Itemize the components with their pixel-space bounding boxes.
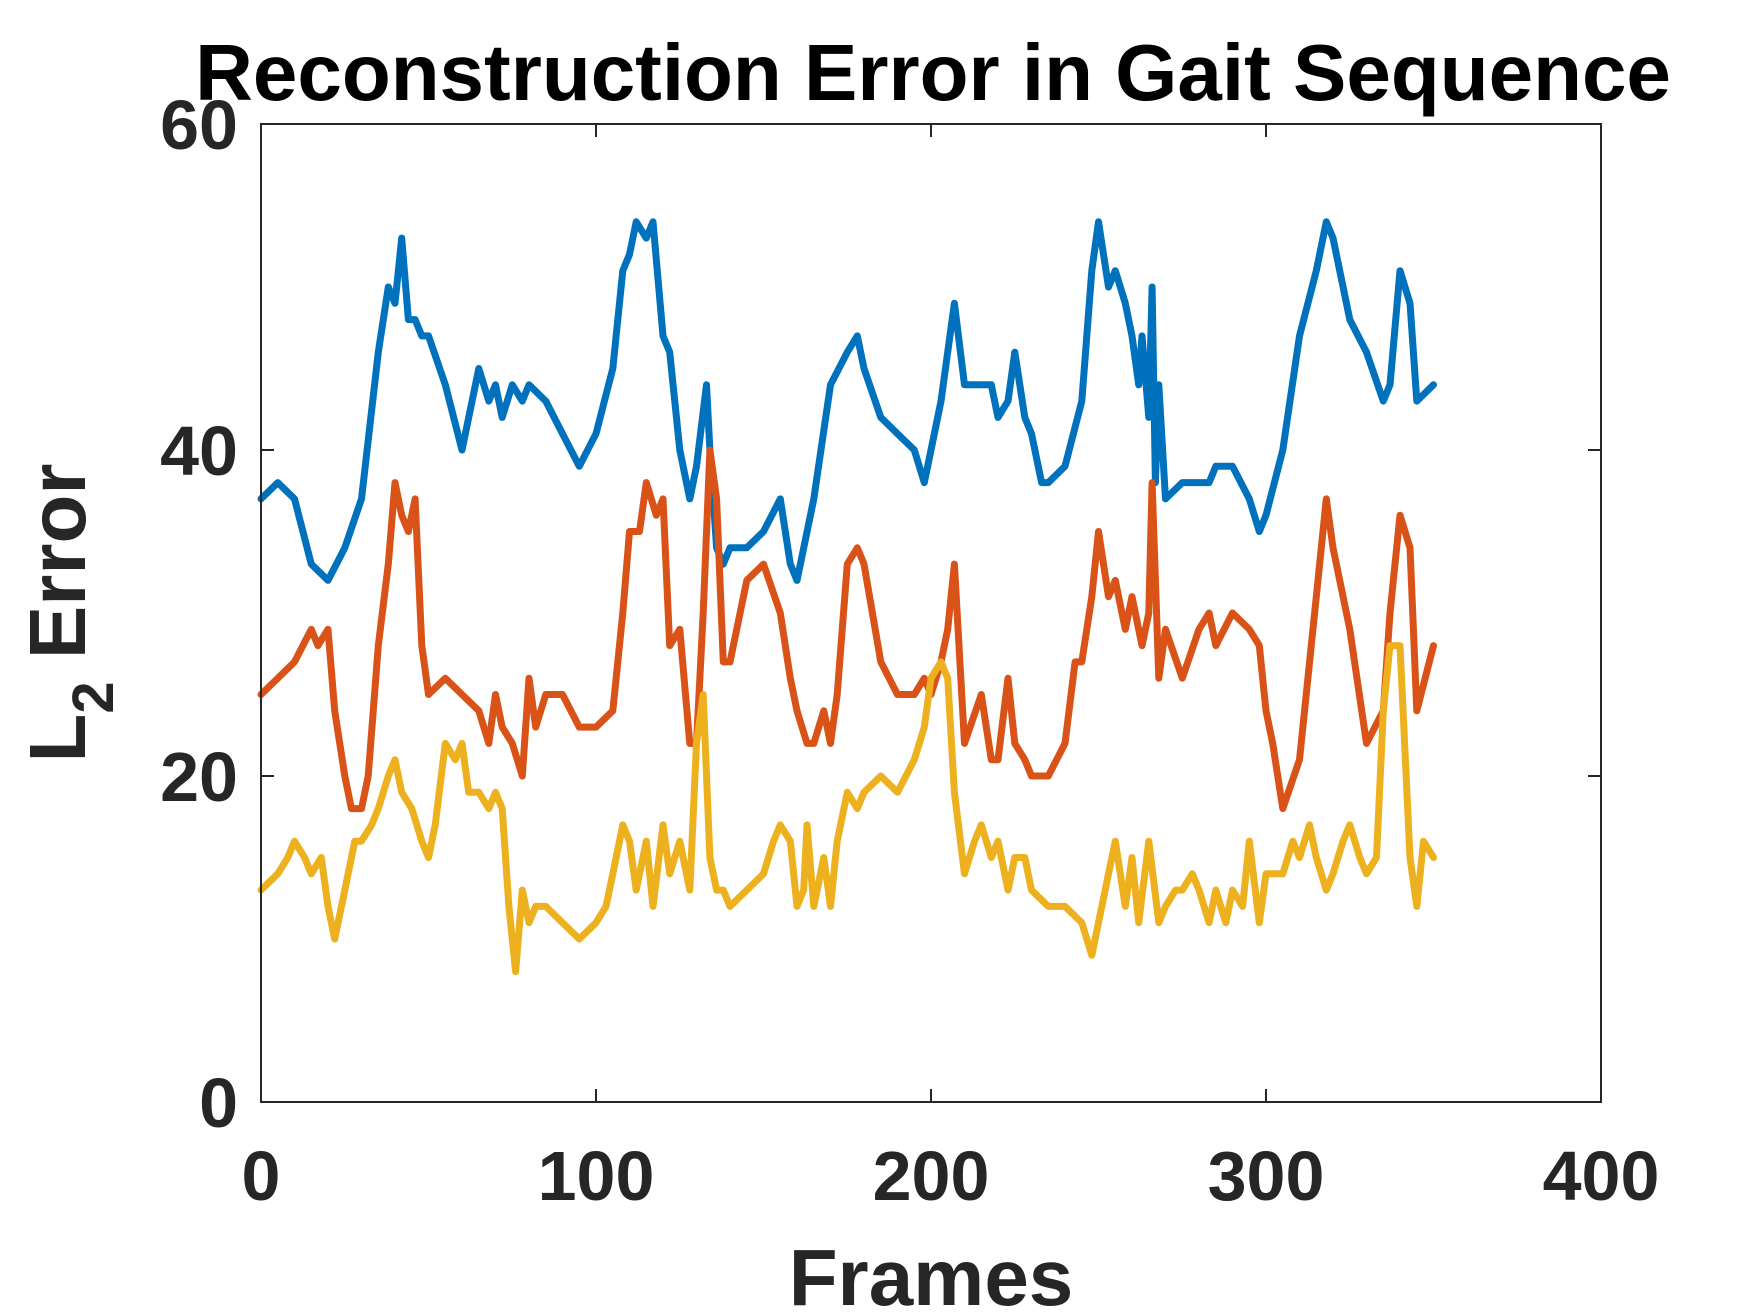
x-tick-label: 300 — [1208, 1137, 1325, 1215]
y-tick-label: 40 — [160, 412, 238, 490]
series-line-1 — [257, 218, 1437, 584]
y-axis-label-subscript: 2 — [61, 681, 126, 713]
series-line-2 — [257, 446, 1437, 813]
x-axis-label: Frames — [789, 1233, 1074, 1313]
series-line-3 — [257, 642, 1437, 976]
y-axis-ticks: 0 20 40 60 — [160, 86, 1601, 1142]
y-tick-label: 0 — [199, 1064, 238, 1142]
y-axis-label: L2 Error — [13, 464, 126, 763]
y-axis-label-rest: Error — [13, 464, 102, 682]
series-layer — [257, 218, 1437, 976]
x-tick-label: 0 — [242, 1137, 281, 1215]
x-axis-ticks: 0 100 200 300 400 — [242, 124, 1660, 1215]
y-tick-label: 20 — [160, 738, 238, 816]
y-axis-label-main: L — [13, 714, 102, 763]
x-tick-label: 200 — [873, 1137, 990, 1215]
y-tick-label: 60 — [160, 86, 238, 164]
x-tick-label: 100 — [538, 1137, 655, 1215]
chart-title: Reconstruction Error in Gait Sequence — [195, 28, 1671, 117]
x-tick-label: 400 — [1543, 1137, 1660, 1215]
